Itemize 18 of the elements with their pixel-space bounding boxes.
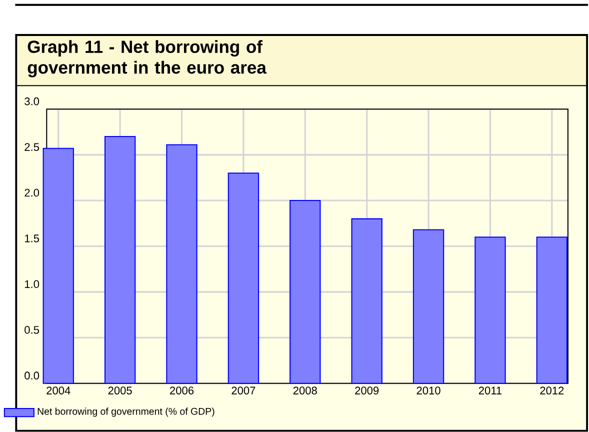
x-tick-label: 2004 bbox=[46, 386, 70, 395]
y-tick-label: 2.5 bbox=[24, 143, 40, 152]
y-tick-label: 0.5 bbox=[24, 326, 40, 334]
x-tick-label: 2005 bbox=[108, 386, 132, 395]
x-tick-label: 2006 bbox=[170, 386, 194, 395]
x-tick-label: 2010 bbox=[416, 386, 440, 395]
y-tick-label: 3.0 bbox=[24, 98, 40, 106]
y-tick-label: 2.0 bbox=[24, 188, 40, 197]
x-tick-label: 2007 bbox=[232, 386, 256, 395]
y-tick-label: 0.0 bbox=[24, 372, 40, 380]
x-tick-label: 2009 bbox=[355, 386, 379, 395]
chart-title: Graph 11 - Net borrowing of government in the euro area bbox=[28, 40, 267, 78]
x-tick-label: 2012 bbox=[540, 386, 564, 395]
legend-label: Net borrowing of government (% of GDP) bbox=[38, 408, 214, 417]
y-tick-label: 1.5 bbox=[24, 234, 40, 242]
x-tick-label: 2008 bbox=[293, 386, 317, 395]
y-tick-label: 1.0 bbox=[24, 280, 40, 288]
x-tick-label: 2011 bbox=[478, 386, 502, 395]
